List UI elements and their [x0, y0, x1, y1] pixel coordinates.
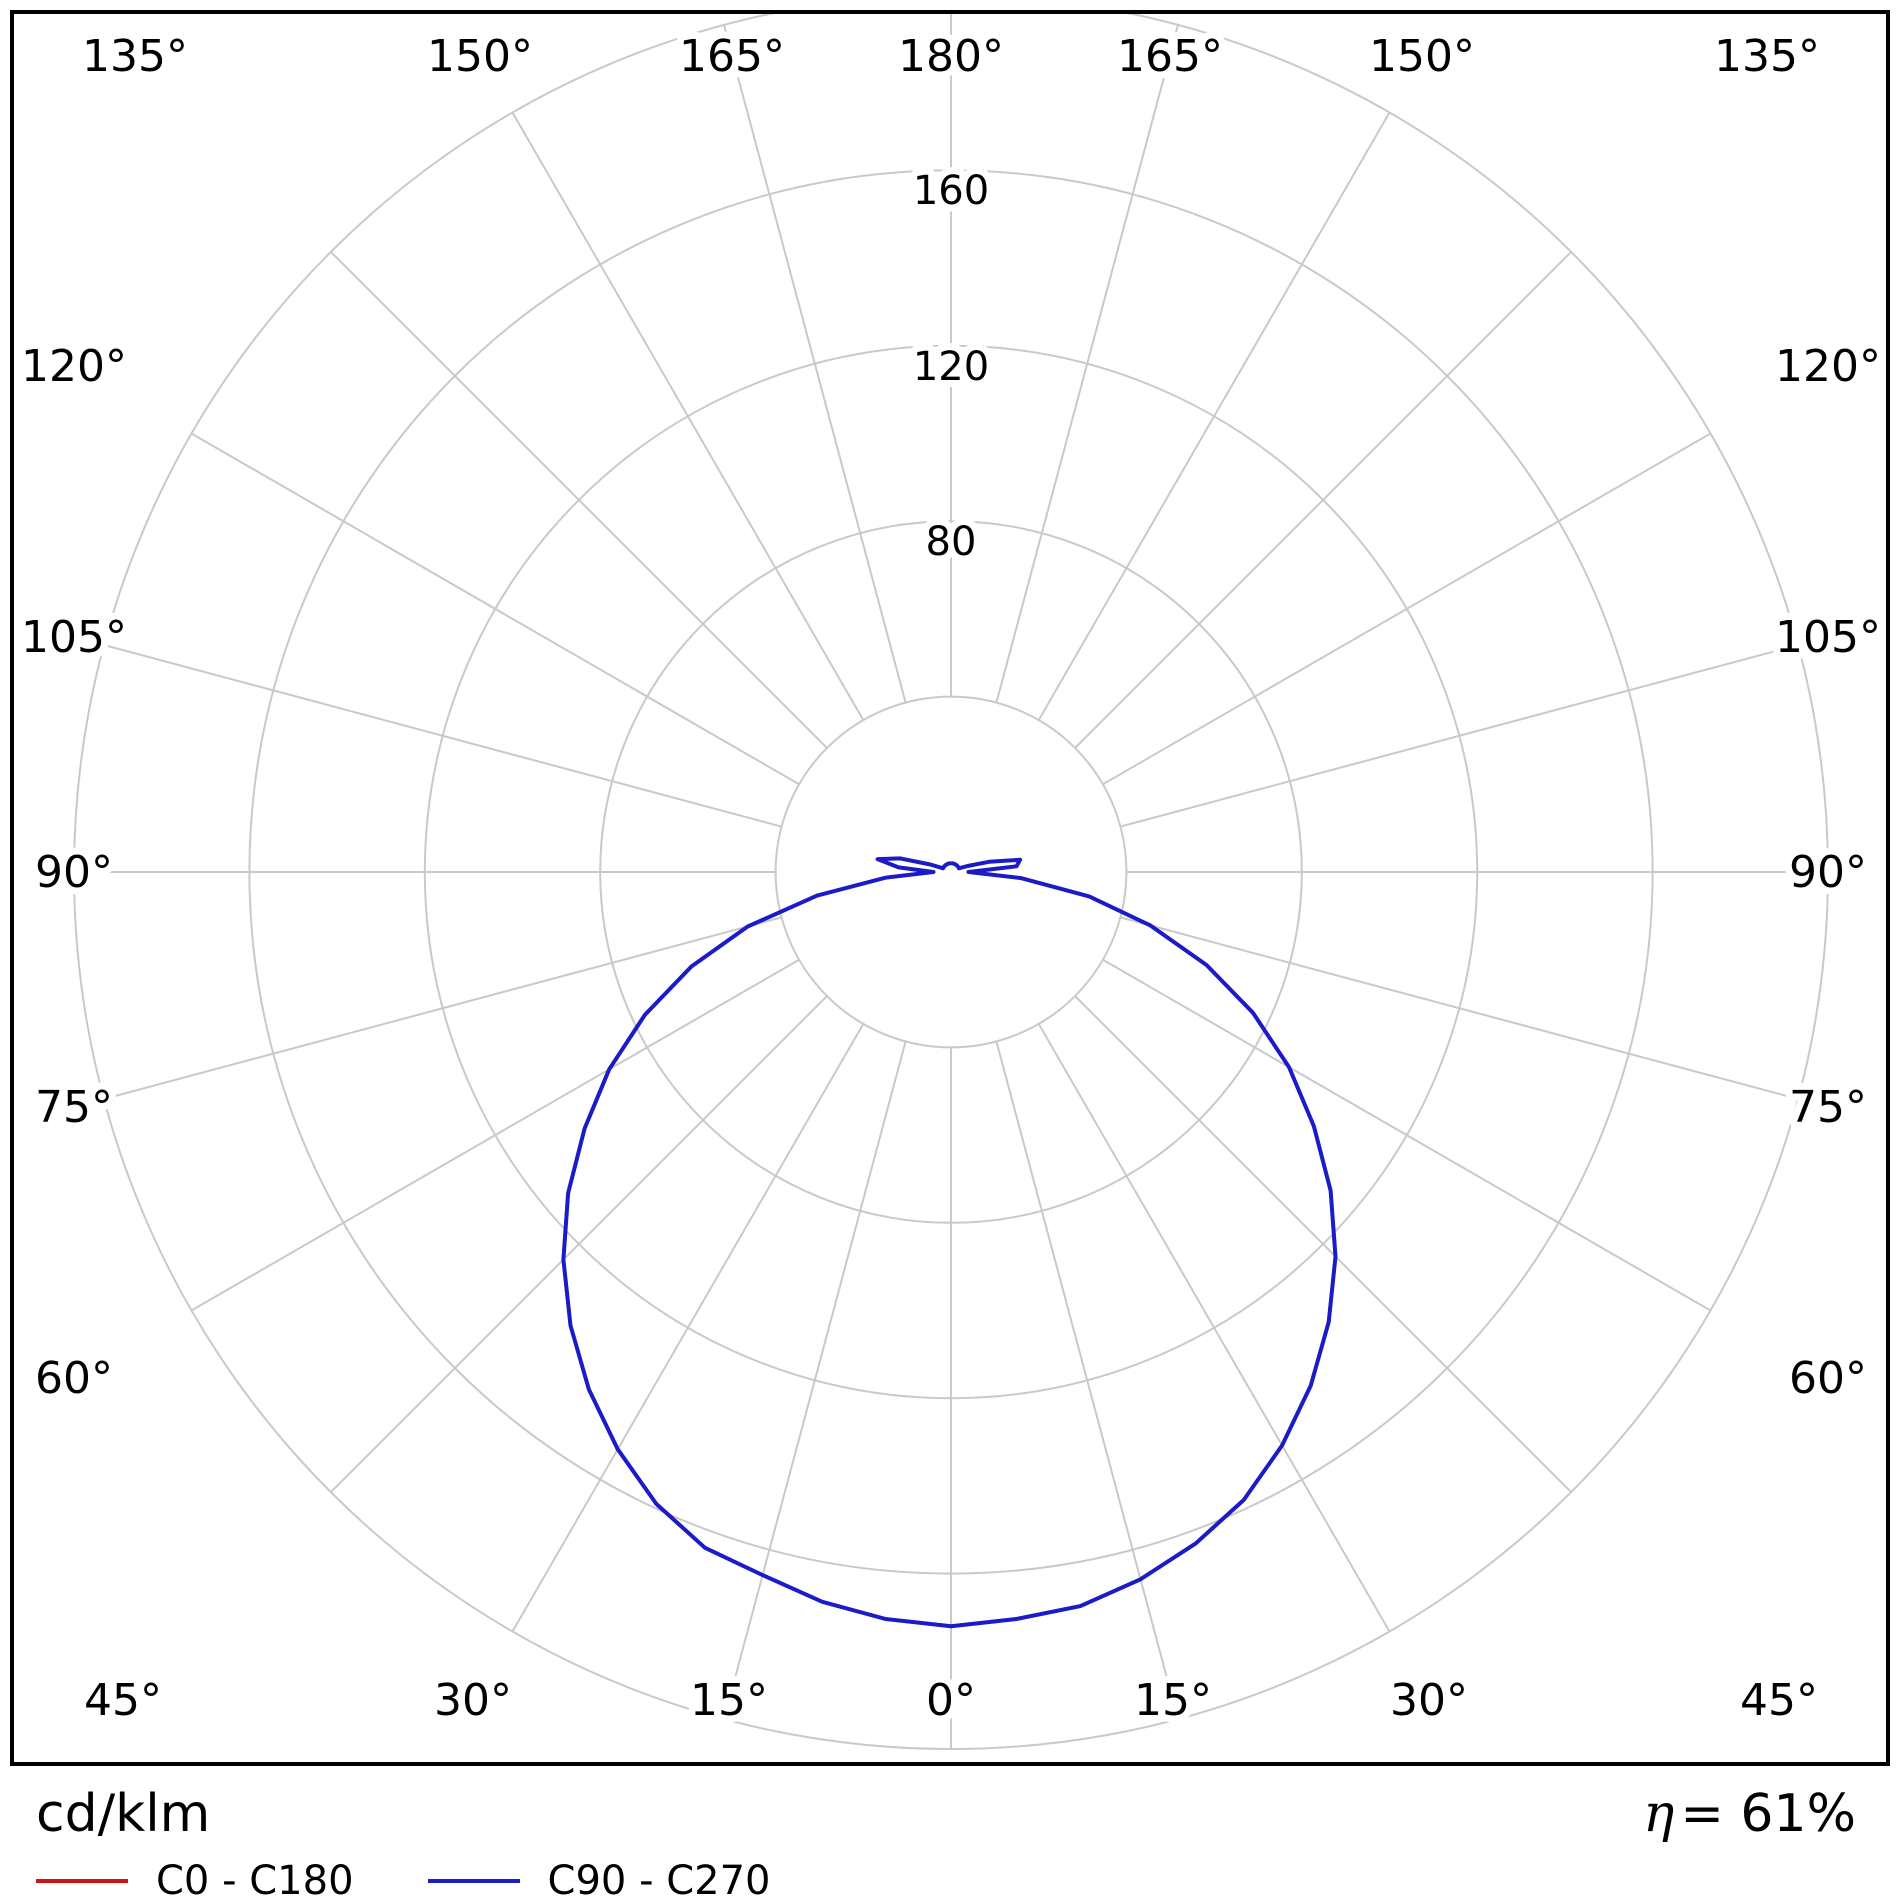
grid-radial-line: [190, 432, 800, 786]
grid-radial-line: [511, 1023, 865, 1633]
angle-label: 135°: [1714, 31, 1820, 82]
grid-radial-line: [103, 644, 782, 828]
angle-label: 105°: [21, 612, 127, 663]
angle-label: 60°: [35, 1353, 113, 1404]
angle-label: 120°: [21, 341, 127, 392]
legend-label-c90: C90 - C270: [547, 1858, 771, 1900]
polar-svg: 80 120 160 0° 15° 15° 30° 30° 45° 45° 60° 60° 75° 75°…: [10, 10, 1890, 1766]
legend-swatch: [36, 1879, 128, 1883]
units-label: cd/klm: [36, 1784, 211, 1844]
angle-label: 75°: [35, 1082, 113, 1133]
grid-radial-line: [723, 24, 907, 703]
angle-label: 45°: [1740, 1675, 1818, 1726]
grid-radial-line: [1120, 916, 1799, 1100]
legend-item-c90: C90 - C270: [427, 1858, 771, 1900]
angle-label: 15°: [690, 1675, 768, 1726]
angle-label: 150°: [427, 31, 533, 82]
angle-label: 75°: [1789, 1082, 1867, 1133]
legend-label-c0: C0 - C180: [156, 1858, 354, 1900]
angle-label: 90°: [35, 847, 113, 898]
angle-label: 105°: [1775, 612, 1881, 663]
grid-radial-line: [1037, 1023, 1391, 1633]
grid-circle: [774, 695, 1128, 1049]
angle-label: 0°: [926, 1675, 976, 1726]
efficiency-label: η = 61%: [1643, 1784, 1856, 1844]
plot-area: [73, 14, 1829, 1750]
angle-label: 165°: [679, 31, 785, 82]
legend-item-c0: C0 - C180: [36, 1858, 354, 1900]
radial-tick-labels: 80 120 160: [906, 161, 996, 572]
grid-radial-line: [1102, 958, 1712, 1312]
curve-0: [561, 856, 1338, 1628]
angle-label: 15°: [1134, 1675, 1212, 1726]
angle-label: 165°: [1117, 31, 1223, 82]
radial-tick-label: 160: [913, 168, 989, 214]
grid-radial-line: [1074, 995, 1572, 1493]
grid-radial-line: [330, 251, 828, 749]
curve-1: [561, 856, 1338, 1629]
grid-radial-line: [190, 958, 800, 1312]
grid-radial-line: [1037, 111, 1391, 721]
angle-label: 135°: [82, 31, 188, 82]
angle-label: 180°: [898, 31, 1004, 82]
radial-tick-label: 80: [926, 519, 977, 565]
legend-swatch: [427, 1879, 520, 1883]
angle-label: 60°: [1789, 1353, 1867, 1404]
angle-label: 45°: [84, 1675, 162, 1726]
grid-radial-line: [723, 1041, 907, 1720]
grid-radial-line: [511, 111, 865, 721]
legend: C0 - C180 C90 - C270: [36, 1858, 771, 1900]
angle-label: 30°: [434, 1675, 512, 1726]
grid-radial-line: [995, 24, 1179, 703]
grid-radial-line: [1074, 251, 1572, 749]
grid-radial-line: [1120, 644, 1799, 828]
grid-radial-line: [103, 916, 782, 1100]
angle-label: 120°: [1775, 341, 1881, 392]
angle-label: 30°: [1390, 1675, 1468, 1726]
angle-label: 150°: [1369, 31, 1475, 82]
radial-tick-label: 120: [913, 344, 989, 390]
grid-radial-line: [330, 995, 828, 1493]
grid-radial-line: [1102, 432, 1712, 786]
chart-frame: [10, 10, 1890, 1766]
eta-symbol: η: [1643, 1784, 1675, 1844]
angle-label: 90°: [1789, 847, 1867, 898]
grid-radial-line: [995, 1041, 1179, 1720]
angle-labels: 0° 15° 15° 30° 30° 45° 45° 60° 60° 75° 75° 90° 90° 10…: [14, 24, 1888, 1733]
eta-value: = 61%: [1680, 1784, 1856, 1844]
